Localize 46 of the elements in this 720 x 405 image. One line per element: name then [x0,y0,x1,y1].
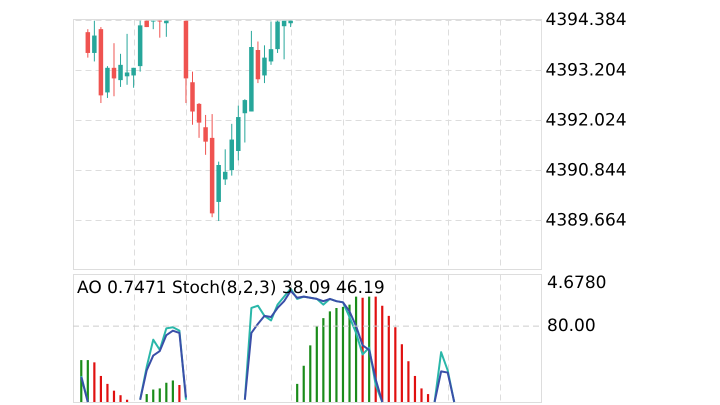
candlestick [92,20,97,62]
bar [420,388,423,402]
y-tick-label: 4390.844 [546,160,627,180]
bar [100,376,102,402]
bar [394,327,396,402]
candlestick [282,20,286,60]
bar [368,296,370,402]
bar [426,394,430,402]
candlestick [262,44,267,84]
candlestick [203,114,208,156]
candlestick [112,42,116,97]
y-tick-label: 4393.204 [546,60,627,80]
annotation: AO 0.7471 Stoch(8,2,3) 38.09 46.19 [77,278,385,298]
y-tick-label: 4389.664 [546,210,627,231]
bar [388,316,390,402]
bar [112,390,116,402]
bar [407,361,410,402]
candlestick [86,28,90,58]
candlestick [118,53,123,88]
bar [316,326,318,402]
bar [93,362,96,402]
y-tick-label: 4394.384 [546,10,627,30]
bar [309,345,312,402]
bar [381,306,384,402]
candlestick [158,20,162,38]
bar [400,344,403,402]
bar [296,384,298,402]
bar [342,306,344,402]
candlestick [164,20,169,38]
candlestick [131,67,136,88]
bar [119,395,122,402]
bar [106,384,109,402]
y-tick-label: 4392.024 [546,110,627,130]
bar [86,360,89,402]
bar [414,376,416,402]
candlestick [222,148,228,186]
bar [322,318,324,402]
bar [335,308,338,402]
candlestick [196,102,202,138]
candlestick [242,98,248,144]
bar [302,366,305,402]
text: 4.6780 [547,273,606,293]
bar [328,311,331,402]
text: 80.00 [547,316,596,336]
candlestick [124,33,130,86]
candlestick [268,21,274,66]
